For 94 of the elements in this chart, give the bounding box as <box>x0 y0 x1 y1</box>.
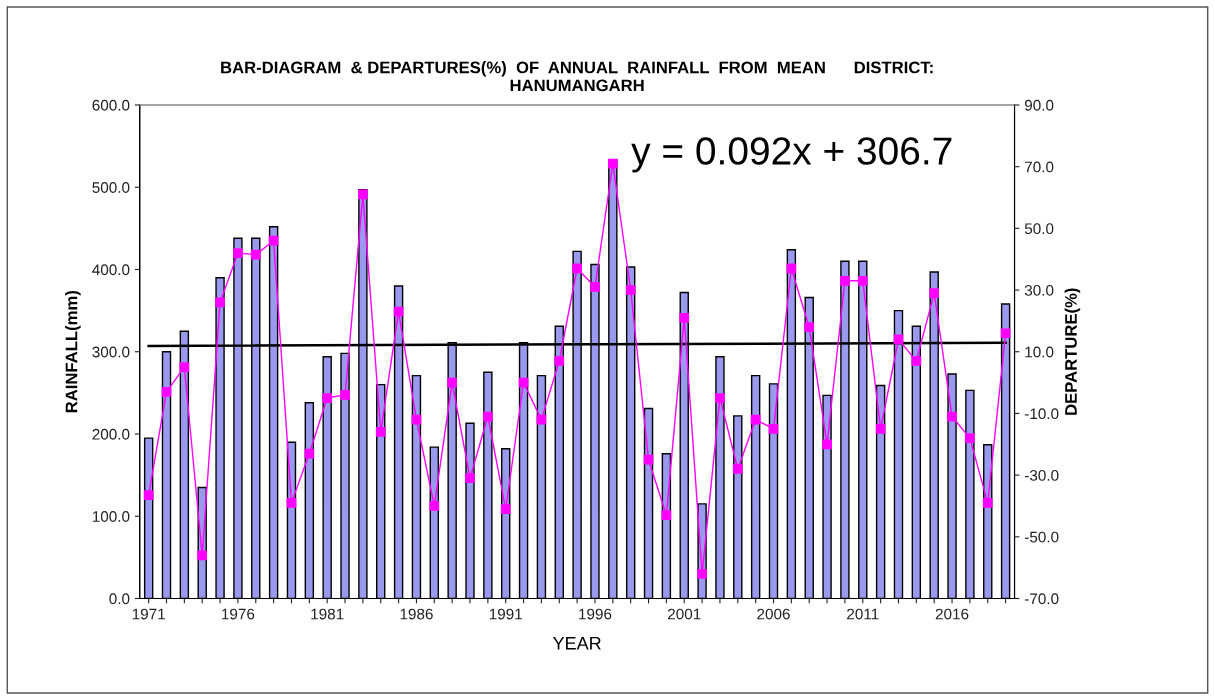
point <box>875 423 886 434</box>
y-tick-label: 400.0 <box>92 264 130 276</box>
bar <box>304 402 315 599</box>
bar <box>750 374 761 599</box>
x-tick-label: 2011 <box>847 608 879 620</box>
point <box>429 501 440 511</box>
x-tick-label: 1986 <box>400 608 433 620</box>
x-tick-label: 2001 <box>668 608 701 620</box>
y2-tick-label: 90.0 <box>1024 99 1054 111</box>
point <box>643 454 654 465</box>
bar <box>322 355 332 599</box>
point <box>768 423 779 434</box>
point <box>732 464 743 474</box>
point <box>911 356 922 366</box>
x-tick-label: 1996 <box>579 608 612 620</box>
bar <box>465 422 475 599</box>
bar <box>411 374 422 599</box>
y-tick-label: 0.0 <box>109 593 130 605</box>
point <box>947 411 957 422</box>
point <box>465 473 475 484</box>
point <box>697 568 707 579</box>
x-tick-label: 1971 <box>132 608 165 620</box>
x-tick-label: 2006 <box>757 608 790 620</box>
point <box>179 362 190 373</box>
y2-tick-label: 70.0 <box>1025 161 1054 173</box>
bar <box>143 437 154 599</box>
bar <box>875 384 886 599</box>
point <box>661 510 672 521</box>
y2-tick-label: -30.0 <box>1024 469 1059 481</box>
y-tick-label: 200.0 <box>92 428 130 440</box>
x-tick-label: 1981 <box>311 608 344 620</box>
point <box>161 386 172 397</box>
x-tick-label: 2016 <box>935 608 969 620</box>
point <box>358 189 368 200</box>
point <box>250 249 261 260</box>
point <box>750 414 761 425</box>
point <box>572 263 582 274</box>
point <box>233 248 243 258</box>
point <box>929 288 940 299</box>
bar <box>483 371 493 599</box>
chart-title: BAR-DIAGRAM & DEPARTURES(%) OF ANNUAL RAINFALL FROM MEAN DISTRICT: HANUMANGARH <box>221 61 933 92</box>
x-tick-label: 1991 <box>489 608 522 620</box>
point <box>482 411 493 422</box>
bar <box>536 374 547 599</box>
point <box>322 393 333 403</box>
point <box>447 377 458 388</box>
point <box>143 490 154 501</box>
y-axis-title: RAINFALL(mm) <box>65 291 81 413</box>
x-tick-label: 1976 <box>222 608 255 620</box>
bar <box>643 407 654 599</box>
point <box>340 390 350 400</box>
y2-tick-label: -70.0 <box>1024 593 1059 605</box>
y2-tick-label: -10.0 <box>1024 408 1059 420</box>
point <box>393 306 404 317</box>
point <box>590 282 600 292</box>
y2-tick-label: 50.0 <box>1024 223 1054 235</box>
bar <box>715 355 725 599</box>
y-tick-label: 300.0 <box>92 346 130 358</box>
bar <box>340 352 350 599</box>
point <box>554 356 565 366</box>
bar <box>822 394 832 599</box>
bar <box>733 415 743 599</box>
y-tick-label: 500.0 <box>92 182 130 193</box>
y2-tick-label: 10.0 <box>1025 346 1054 358</box>
y2-tick-label: 30.0 <box>1024 284 1054 296</box>
y-tick-label: 100.0 <box>92 511 130 522</box>
point <box>840 275 850 286</box>
y-tick-label: 600.0 <box>92 99 130 111</box>
x-axis-title: YEAR <box>552 637 601 650</box>
bar <box>161 351 172 599</box>
point <box>286 498 297 508</box>
point <box>268 235 279 246</box>
y2-axis-title: DEPARTURE(%) <box>1064 288 1081 415</box>
bar <box>768 383 779 599</box>
point <box>607 158 618 169</box>
y2-tick-label: -50.0 <box>1024 531 1059 543</box>
point <box>982 498 993 508</box>
point <box>1000 328 1011 339</box>
point <box>965 433 975 443</box>
bar <box>947 373 957 599</box>
point <box>375 427 386 437</box>
point <box>500 504 511 514</box>
point <box>679 312 690 323</box>
point <box>857 275 868 286</box>
bar <box>965 389 975 599</box>
bar <box>893 309 904 599</box>
point <box>625 285 636 295</box>
point <box>822 439 832 450</box>
point <box>804 322 815 332</box>
point <box>197 550 208 561</box>
point <box>215 297 225 308</box>
annotation: y = 0.092x + 306.7 <box>631 137 952 173</box>
point <box>304 448 315 459</box>
point <box>715 393 725 403</box>
